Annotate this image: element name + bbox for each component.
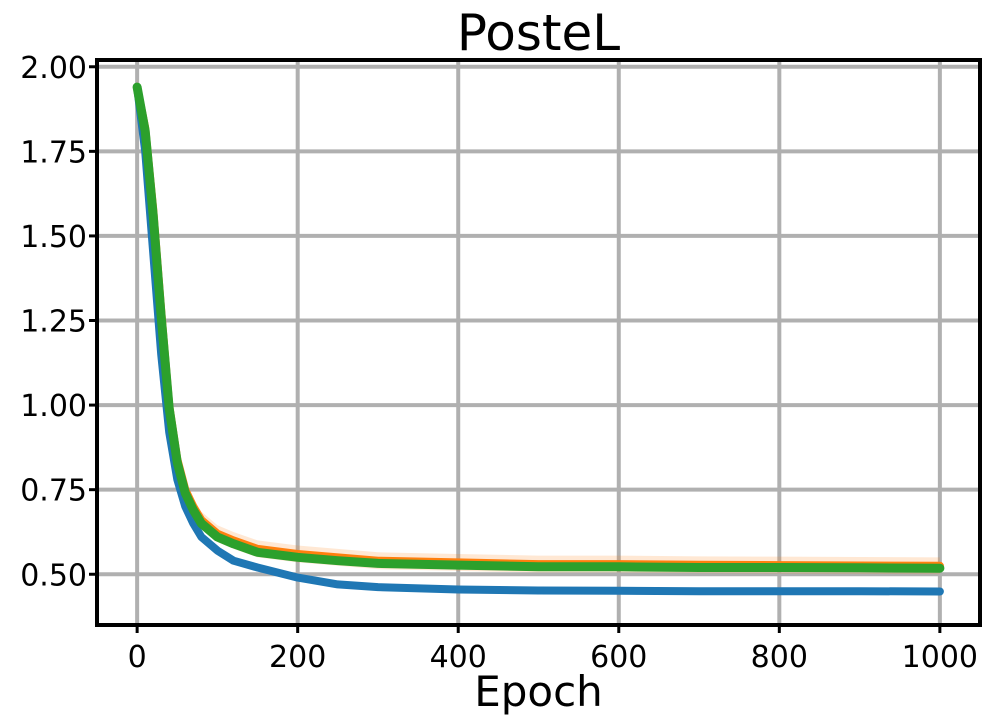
x-tick-label: 400	[430, 640, 487, 675]
series-1	[133, 83, 944, 596]
y-tick-label: 1.00	[20, 389, 87, 424]
y-tick-label: 2.00	[20, 51, 87, 86]
series-layer	[132, 78, 945, 596]
grid	[97, 60, 980, 625]
x-axis: 0 200 400 600 800 1000	[128, 625, 978, 675]
y-tick-label: 1.75	[20, 135, 87, 170]
y-axis: 0.50 0.75 1.00 1.25 1.50 1.75 2.00	[20, 51, 97, 593]
y-tick-label: 0.75	[20, 474, 87, 509]
plot-frame	[95, 58, 982, 627]
x-tick-label: 800	[751, 640, 808, 675]
y-tick-label: 0.50	[20, 558, 87, 593]
chart-title: PosteL	[457, 4, 620, 62]
x-tick-label: 0	[128, 640, 147, 675]
x-axis-label: Epoch	[474, 667, 603, 716]
x-tick-label: 1000	[902, 640, 978, 675]
y-tick-label: 1.50	[20, 220, 87, 255]
x-tick-label: 200	[269, 640, 326, 675]
series-1-line	[133, 83, 944, 596]
series-3	[132, 82, 945, 573]
series-2-line	[133, 83, 944, 570]
x-tick-label: 600	[590, 640, 647, 675]
y-tick-label: 1.25	[20, 305, 87, 340]
series-3-line	[132, 82, 945, 573]
